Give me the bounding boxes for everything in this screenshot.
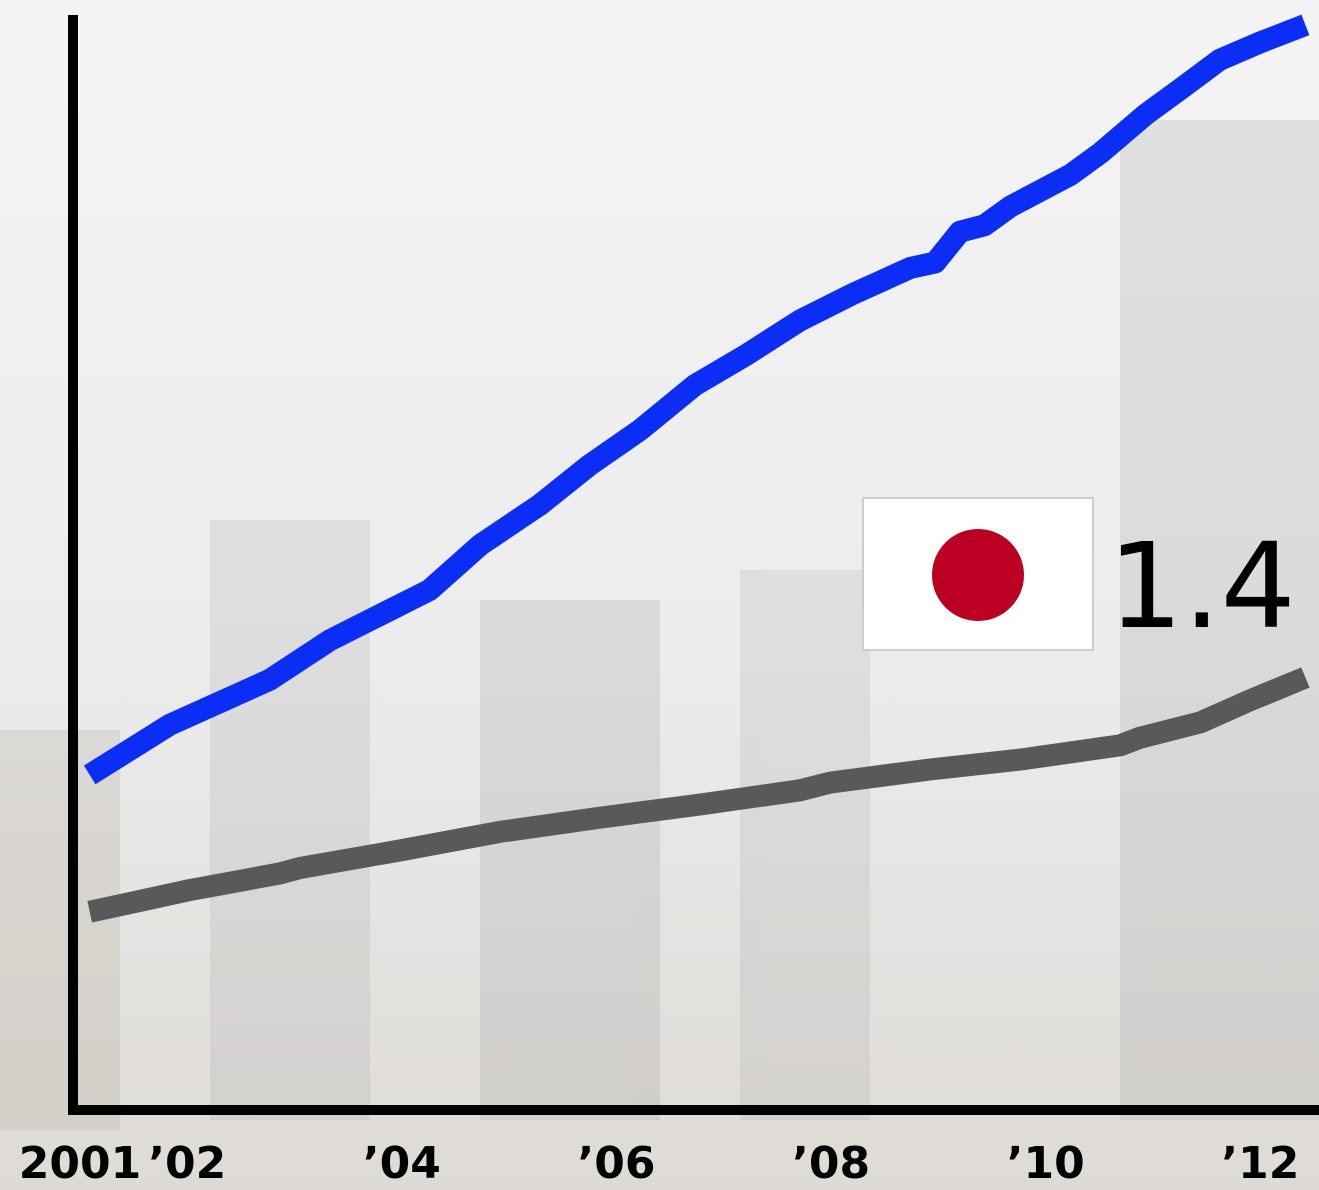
flag-japan: [862, 497, 1094, 651]
x-tick-label: ’06: [578, 1138, 656, 1189]
x-tick-label: ’12: [1221, 1138, 1299, 1189]
x-tick-label: ’04: [363, 1138, 441, 1189]
x-tick-label: ’10: [1007, 1138, 1085, 1189]
x-tick-label: ’02: [148, 1138, 226, 1189]
city-backdrop: [0, 120, 1319, 1130]
line-series: [83, 14, 1310, 785]
x-tick-label: 2001: [19, 1138, 141, 1189]
annotation: 1.4: [1108, 517, 1296, 655]
x-tick-label: ’08: [792, 1138, 870, 1189]
line-series: [87, 667, 1310, 923]
